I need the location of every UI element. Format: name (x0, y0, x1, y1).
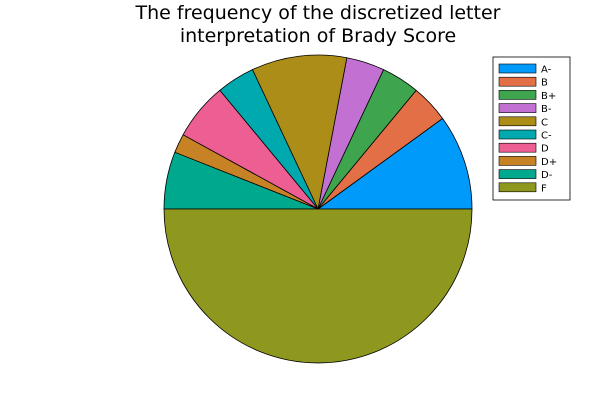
legend: A- B B+ B- C C- D D+ D- F (492, 56, 571, 201)
chart-title: The frequency of the discretized letter … (135, 2, 501, 47)
legend-label-bplus: B+ (541, 91, 556, 102)
legend-label-aminus: A- (541, 65, 552, 76)
legend-label-bminus: B- (541, 104, 552, 115)
legend-label-dplus: D+ (541, 157, 557, 168)
legend-swatch-d (498, 142, 537, 153)
legend-swatch-dminus (498, 169, 537, 179)
legend-label-dminus: D- (541, 170, 553, 181)
legend-label-d: D (541, 144, 549, 155)
legend-label-b: B (541, 78, 548, 89)
legend-swatch-b (498, 76, 537, 87)
legend-swatch-bplus (498, 90, 537, 100)
legend-label-c: C (541, 117, 548, 128)
legend-swatch-cminus (498, 129, 537, 140)
legend-label-cminus: C- (541, 131, 552, 142)
chart-title-line-2: interpretation of Brady Score (180, 25, 456, 47)
legend-swatch-c (498, 116, 537, 127)
legend-swatch-aminus (498, 63, 537, 74)
pie-slice-a-minus (317, 118, 473, 210)
legend-swatch-f (498, 182, 537, 193)
legend-swatch-bminus (498, 103, 537, 113)
chart-title-line-1: The frequency of the discretized letter (135, 2, 501, 24)
pie-slice-f (163, 208, 473, 364)
legend-label-f: F (541, 183, 547, 194)
pie-slice-c (252, 54, 348, 210)
legend-swatch-dplus (498, 156, 537, 166)
pie-slices (163, 54, 473, 364)
